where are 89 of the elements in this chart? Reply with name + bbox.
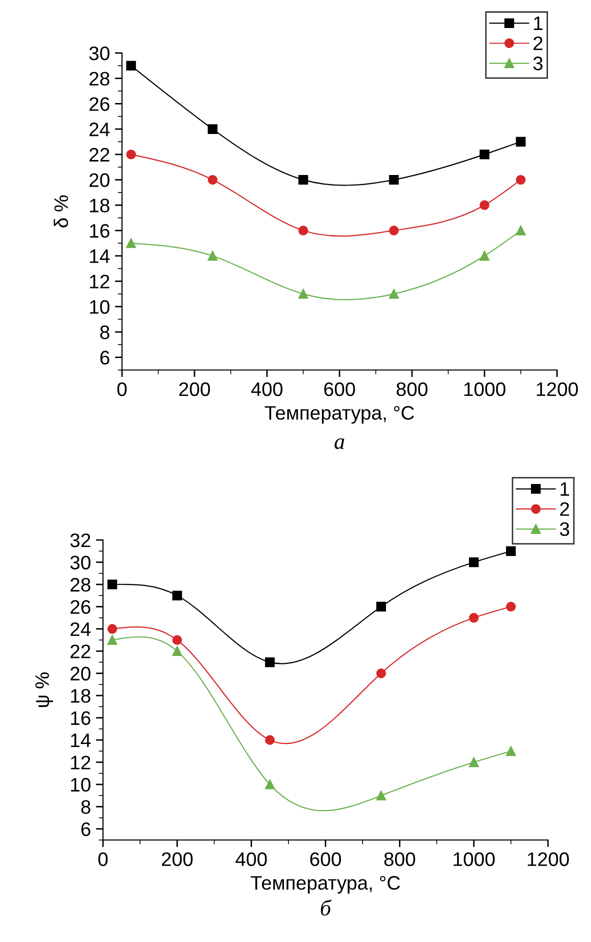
point — [376, 602, 386, 612]
point — [107, 624, 118, 634]
point — [265, 780, 275, 790]
y-tick-label: 26 — [70, 600, 90, 614]
y-tick-label: 18 — [90, 198, 110, 212]
point — [480, 200, 490, 210]
point — [389, 289, 399, 299]
point — [506, 546, 516, 556]
point — [376, 790, 386, 800]
point — [126, 238, 136, 248]
y-tick-label: 12 — [90, 274, 110, 288]
point — [298, 226, 308, 236]
x-tick-label: 0 — [117, 382, 127, 396]
x-axis-title: Температура, °C — [250, 876, 400, 894]
point — [480, 150, 490, 160]
y-tick-label: 30 — [70, 556, 90, 570]
y-tick-label: 14 — [90, 250, 110, 263]
y-tick-label: 30 — [89, 46, 110, 60]
point — [107, 635, 118, 645]
legend-label: 1 — [560, 482, 570, 496]
y-tick-label: 28 — [70, 578, 90, 592]
x-tick-label: 400 — [251, 382, 282, 396]
y-tick-label: 6 — [100, 350, 110, 365]
point — [516, 226, 526, 236]
y-tick-label: 12 — [71, 756, 90, 770]
point — [208, 174, 218, 185]
y-tick-label: 16 — [71, 711, 90, 726]
x-tick-label: 600 — [310, 852, 341, 866]
x-tick-label: 800 — [396, 382, 428, 396]
legend-label: 2 — [534, 36, 542, 50]
point — [480, 251, 490, 261]
point — [126, 150, 136, 160]
y-tick-label: 16 — [90, 224, 110, 238]
point — [265, 735, 275, 745]
y-tick-label: 6 — [81, 822, 90, 836]
x-tick-label: 800 — [384, 852, 416, 866]
y-tick-label: 26 — [90, 97, 110, 111]
point — [468, 757, 479, 768]
legend-label: 2 — [560, 502, 570, 516]
legend-label: 3 — [560, 522, 570, 536]
point — [172, 590, 182, 600]
y-tick-label: 20 — [90, 173, 110, 188]
point — [208, 124, 218, 134]
point — [468, 557, 479, 568]
point — [298, 289, 308, 299]
point — [107, 580, 118, 590]
text: б — [320, 900, 332, 916]
y-tick-label: 8 — [100, 325, 110, 340]
y-tick-label: 20 — [70, 666, 90, 681]
y-tick-label: 14 — [71, 734, 91, 748]
x-axis-title: Температура, °C — [264, 406, 414, 424]
point — [376, 668, 386, 678]
legend-label: 3 — [533, 56, 543, 70]
point — [126, 60, 136, 71]
y-tick-label: 10 — [90, 300, 110, 314]
point — [208, 251, 218, 261]
y-axis-title: ψ % — [35, 672, 53, 707]
y-tick-label: 8 — [81, 800, 90, 814]
point — [506, 602, 516, 612]
text: а — [334, 438, 344, 450]
y-tick-label: 22 — [70, 644, 90, 658]
y-tick-label: 32 — [70, 533, 90, 548]
x-tick-label: 200 — [179, 382, 210, 396]
point — [516, 136, 526, 147]
y-tick-label: 24 — [70, 622, 91, 636]
x-tick-label: 1000 — [454, 852, 495, 866]
point — [172, 635, 182, 645]
y-tick-label: 18 — [71, 689, 90, 703]
point — [516, 174, 526, 185]
x-tick-label: 200 — [162, 852, 193, 866]
point — [265, 657, 275, 668]
point — [172, 646, 182, 656]
y-tick-label: 24 — [90, 122, 110, 136]
point — [389, 226, 399, 236]
y-tick-label: 10 — [71, 778, 90, 792]
point — [506, 746, 516, 756]
point — [298, 174, 308, 185]
point — [468, 612, 479, 623]
x-tick-label: 1200 — [536, 382, 578, 396]
x-tick-label: 0 — [98, 852, 108, 866]
y-tick-label: 28 — [90, 72, 110, 86]
x-tick-label: 600 — [324, 382, 355, 396]
legend-label: 1 — [534, 16, 542, 30]
point — [389, 174, 399, 185]
x-tick-label: 400 — [236, 852, 267, 866]
x-tick-label: 1200 — [528, 852, 569, 866]
y-axis-title: δ % — [54, 195, 68, 228]
x-tick-label: 1000 — [464, 382, 506, 396]
y-tick-label: 22 — [90, 148, 110, 162]
